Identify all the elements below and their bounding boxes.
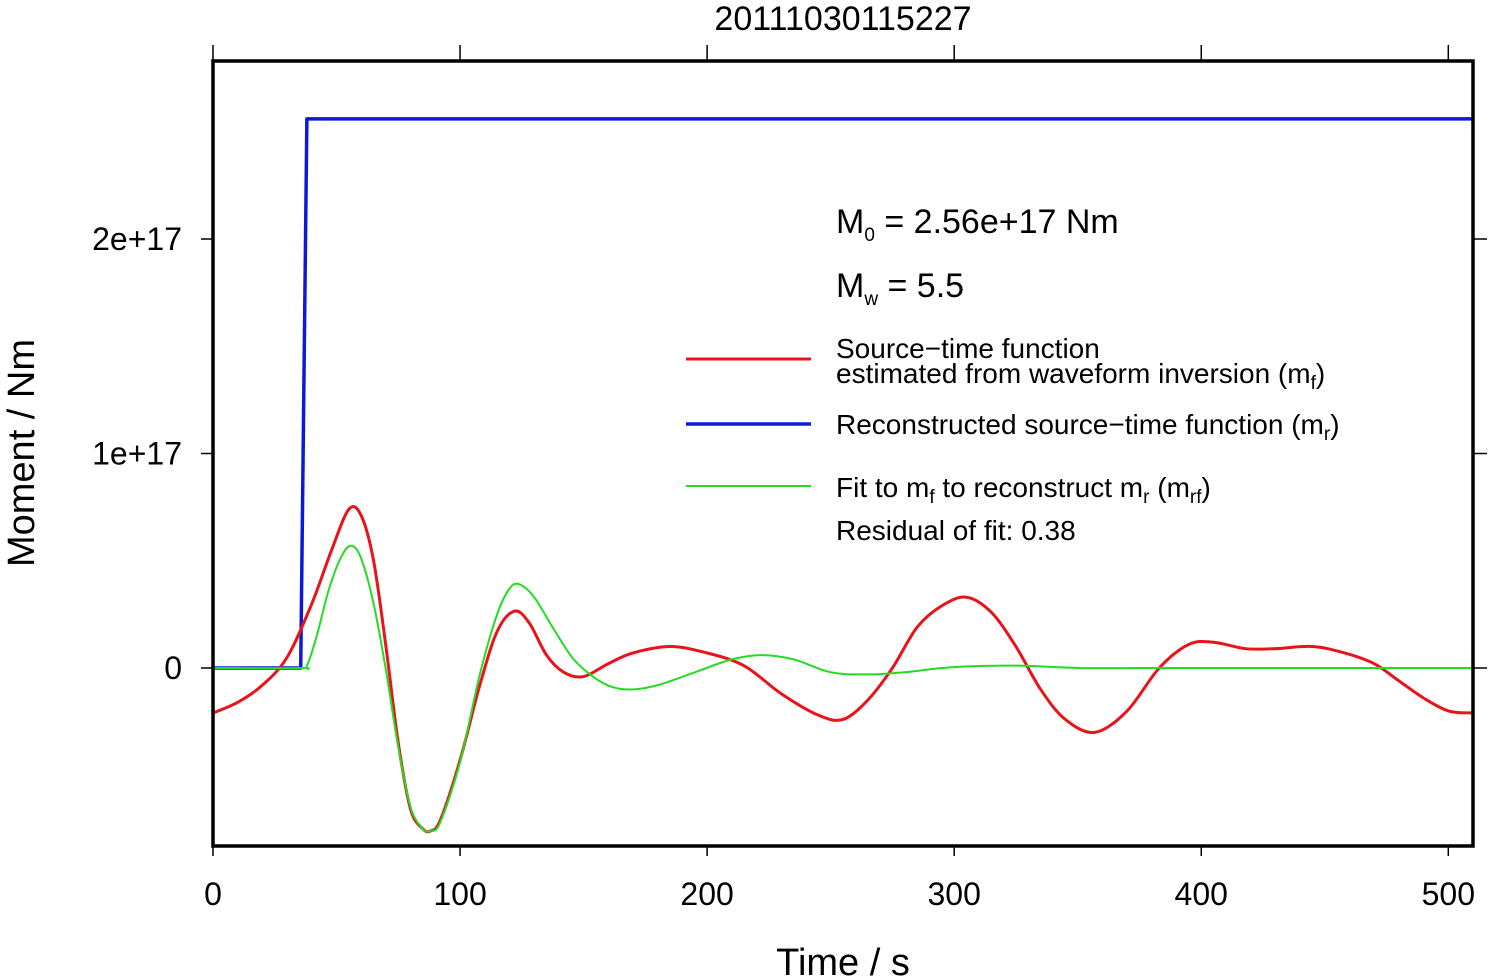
y-tick-label: 1e+17 [92, 436, 182, 472]
y-tick-label: 0 [164, 650, 182, 686]
legend-text: ) [1316, 358, 1325, 389]
x-tick-label: 200 [680, 876, 733, 912]
legend-text: to reconstruct m [935, 472, 1144, 503]
x-axis-label: Time / s [776, 942, 910, 980]
legend-subscript: r [1143, 487, 1150, 508]
legend-label-source-time-function-line2: estimated from waveform inversion (mf) [836, 358, 1325, 394]
series-group [213, 117, 1473, 834]
residual-annotation: Residual of fit: 0.38 [836, 515, 1076, 546]
legend-text: estimated from waveform inversion (m [836, 358, 1311, 389]
legend-text: Reconstructed source−time function (m [836, 409, 1324, 440]
seismic-moment-annotation: M0 = 2.56e+17 Nm [836, 203, 1119, 246]
m0-value: = 2.56e+17 Nm [875, 203, 1119, 241]
x-axis: 0 100 200 300 400 500 [204, 45, 1475, 912]
moment-magnitude-annotation: Mw = 5.5 [836, 267, 964, 310]
legend-text: ) [1202, 472, 1211, 503]
legend-label-fit: Fit to mf to reconstruct mr (mrf) [836, 472, 1211, 508]
mw-subscript: w [863, 289, 878, 310]
legend: Source−time function estimated from wave… [686, 333, 1340, 546]
x-tick-label: 400 [1175, 876, 1228, 912]
legend-text: Fit to m [836, 472, 929, 503]
x-tick-label: 300 [927, 876, 980, 912]
legend-label-reconstructed: Reconstructed source−time function (mr) [836, 409, 1340, 445]
y-axis-label: Moment / Nm [1, 339, 43, 567]
x-tick-label: 0 [204, 876, 222, 912]
legend-text: (m [1149, 472, 1189, 503]
x-tick-label: 500 [1422, 876, 1475, 912]
mw-symbol: M [836, 267, 864, 305]
legend-subscript: f [929, 487, 935, 508]
legend-subscript: rf [1190, 487, 1202, 508]
plot-frame [211, 59, 1475, 848]
legend-text: ) [1330, 409, 1339, 440]
x-tick-label: 100 [433, 876, 486, 912]
y-tick-label: 2e+17 [92, 221, 182, 257]
m0-symbol: M [836, 203, 864, 241]
y-axis: 0 1e+17 2e+17 [92, 221, 1487, 686]
m0-subscript: 0 [864, 225, 875, 246]
series-fit [213, 544, 1473, 833]
mw-value: = 5.5 [878, 267, 964, 305]
chart-title: 20111030115227 [714, 0, 971, 38]
series-source-time-function [213, 505, 1473, 834]
legend-label-source-time-function-line1: Source−time function [836, 333, 1100, 364]
series-reconstructed [213, 117, 1473, 670]
legend-subscript: r [1324, 424, 1331, 445]
legend-subscript: f [1311, 373, 1317, 394]
